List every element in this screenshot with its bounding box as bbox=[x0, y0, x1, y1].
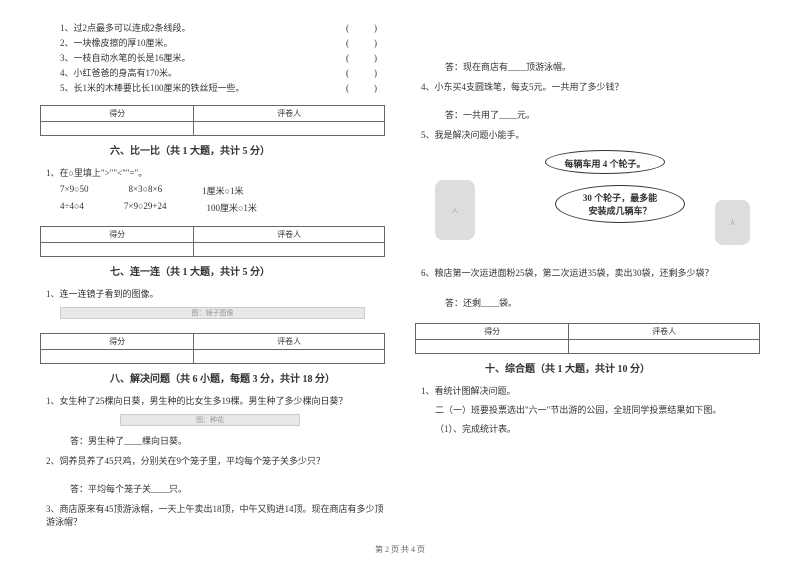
s8-a4: 答：一共用了____元。 bbox=[415, 108, 760, 121]
comic-panel: 人 每辆车用 4 个轮子。 30 个轮子，最多能 安装成几辆车？ 人 bbox=[425, 150, 750, 250]
speech-bubble-2: 30 个轮子，最多能 安装成几辆车？ bbox=[555, 185, 685, 223]
score-cell bbox=[41, 243, 194, 257]
tf-text: 3、一枝自动水笔的长是16厘米。 bbox=[60, 51, 191, 64]
grader-cell bbox=[194, 350, 385, 364]
page-content: 1、过2点最多可以连成2条线段。 ( ) 2、一块橡皮擦的厚10厘米。 ( ) … bbox=[40, 20, 760, 520]
cmp: 100厘米○1米 bbox=[206, 201, 256, 214]
cmp: 8×3○8×6 bbox=[129, 184, 163, 197]
s10-q1-sub1: 二（一）班要投票选出"六一"节出游的公园，全班同学投票结果如下图。 bbox=[415, 403, 760, 416]
grader-header: 评卷人 bbox=[569, 324, 760, 340]
s8-q4: 4、小东买4支圆珠笔，每支5元。一共用了多少钱？ bbox=[415, 80, 760, 93]
s8-q5: 5、我是解决问题小能手。 bbox=[415, 128, 760, 141]
cmp: 7×9○29+24 bbox=[124, 201, 167, 214]
s8-a6: 答：还剩____袋。 bbox=[415, 296, 760, 309]
score-table-6: 得分 评卷人 bbox=[40, 105, 385, 136]
grader-header: 评卷人 bbox=[194, 227, 385, 243]
s6-q1: 1、在○里填上">""<""="。 bbox=[40, 166, 385, 179]
paren: ( ) bbox=[346, 36, 385, 49]
s8-q1: 1、女生种了25棵向日葵，男生种的比女生多19棵。男生种了多少棵向日葵？ bbox=[40, 394, 385, 407]
score-cell bbox=[41, 122, 194, 136]
s8-q3: 3、商店原来有45顶游泳帽，一天上午卖出18顶，中午又购进14顶。现在商店有多少… bbox=[40, 502, 385, 528]
bubble2-line1: 30 个轮子，最多能 bbox=[583, 193, 657, 203]
tf-text: 4、小红爸爸的身高有170米。 bbox=[60, 66, 177, 79]
section-7-title: 七、连一连（共 1 大题，共计 5 分） bbox=[40, 263, 385, 278]
paren: ( ) bbox=[346, 81, 385, 94]
s10-q1: 1、看统计图解决问题。 bbox=[415, 384, 760, 397]
score-header: 得分 bbox=[41, 227, 194, 243]
score-table-8: 得分 评卷人 bbox=[40, 333, 385, 364]
grader-cell bbox=[569, 340, 760, 354]
s8-q2: 2、饲养员养了45只鸡，分别关在9个笼子里，平均每个笼子关多少只？ bbox=[40, 454, 385, 467]
section-8-title: 八、解决问题（共 6 小题，每题 3 分，共计 18 分） bbox=[40, 370, 385, 385]
grader-cell bbox=[194, 243, 385, 257]
grader-cell bbox=[194, 122, 385, 136]
s10-q1-sub2: （1）、完成统计表。 bbox=[415, 422, 760, 435]
section-10-title: 十、综合题（共 1 大题，共计 10 分） bbox=[415, 360, 760, 375]
tf-question-1: 1、过2点最多可以连成2条线段。 ( ) bbox=[40, 21, 385, 34]
person-right-icon: 人 bbox=[715, 200, 750, 245]
left-column: 1、过2点最多可以连成2条线段。 ( ) 2、一块橡皮擦的厚10厘米。 ( ) … bbox=[40, 20, 385, 520]
s7-q1: 1、连一连镜子看到的图像。 bbox=[40, 287, 385, 300]
tf-question-5: 5、长1米的木棒要比长100厘米的铁丝短一些。 ( ) bbox=[40, 81, 385, 94]
paren: ( ) bbox=[346, 21, 385, 34]
score-header: 得分 bbox=[416, 324, 569, 340]
s8-a2: 答：平均每个笼子关____只。 bbox=[40, 482, 385, 495]
tf-question-3: 3、一枝自动水笔的长是16厘米。 ( ) bbox=[40, 51, 385, 64]
score-table-10: 得分 评卷人 bbox=[415, 323, 760, 354]
kids-image: 图：种花 bbox=[120, 414, 300, 426]
score-table-7: 得分 评卷人 bbox=[40, 226, 385, 257]
cmp: 4÷4○4 bbox=[60, 201, 84, 214]
compare-row-2: 4÷4○4 7×9○29+24 100厘米○1米 bbox=[40, 201, 385, 214]
page-footer: 第 2 页 共 4 页 bbox=[0, 544, 800, 555]
person-left-icon: 人 bbox=[435, 180, 475, 240]
score-cell bbox=[41, 350, 194, 364]
paren: ( ) bbox=[346, 51, 385, 64]
paren: ( ) bbox=[346, 66, 385, 79]
s8-q6: 6、粮店第一次运进面粉25袋，第二次运进35袋，卖出30袋，还剩多少袋？ bbox=[415, 266, 760, 279]
tf-question-2: 2、一块橡皮擦的厚10厘米。 ( ) bbox=[40, 36, 385, 49]
mirror-image: 图：镜子图像 bbox=[60, 307, 365, 319]
tf-text: 2、一块橡皮擦的厚10厘米。 bbox=[60, 36, 173, 49]
score-header: 得分 bbox=[41, 106, 194, 122]
cmp: 7×9○50 bbox=[60, 184, 89, 197]
section-6-title: 六、比一比（共 1 大题，共计 5 分） bbox=[40, 142, 385, 157]
s8-a3: 答：现在商店有____顶游泳帽。 bbox=[415, 60, 760, 73]
tf-question-4: 4、小红爸爸的身高有170米。 ( ) bbox=[40, 66, 385, 79]
bubble2-line2: 安装成几辆车？ bbox=[588, 206, 651, 216]
grader-header: 评卷人 bbox=[194, 106, 385, 122]
right-column: 答：现在商店有____顶游泳帽。 4、小东买4支圆珠笔，每支5元。一共用了多少钱… bbox=[415, 20, 760, 520]
grader-header: 评卷人 bbox=[194, 334, 385, 350]
score-cell bbox=[416, 340, 569, 354]
score-header: 得分 bbox=[41, 334, 194, 350]
speech-bubble-1: 每辆车用 4 个轮子。 bbox=[545, 150, 665, 174]
tf-text: 5、长1米的木棒要比长100厘米的铁丝短一些。 bbox=[60, 81, 245, 94]
tf-text: 1、过2点最多可以连成2条线段。 bbox=[60, 21, 191, 34]
cmp: 1厘米○1米 bbox=[202, 184, 243, 197]
compare-row-1: 7×9○50 8×3○8×6 1厘米○1米 bbox=[40, 184, 385, 197]
s8-a1: 答：男生种了____棵向日葵。 bbox=[40, 434, 385, 447]
